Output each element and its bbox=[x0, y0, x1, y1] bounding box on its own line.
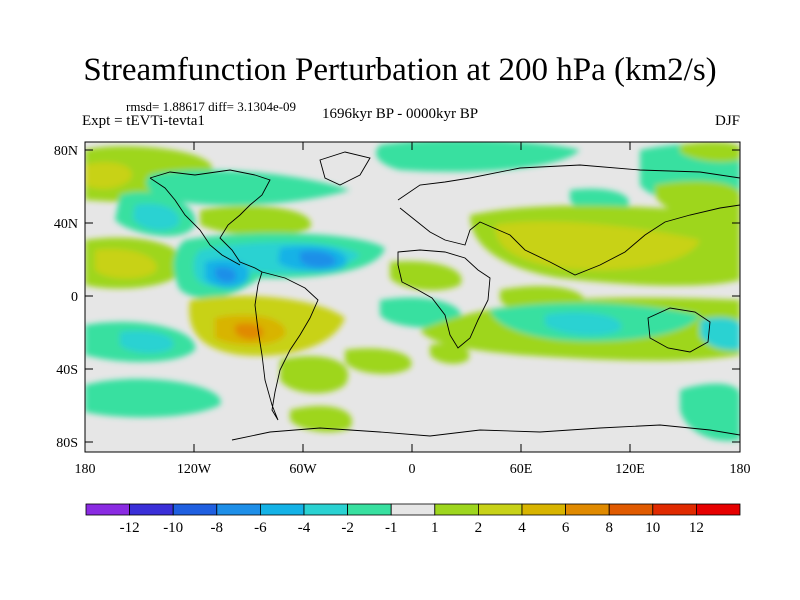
colorbar-swatch bbox=[434, 503, 479, 516]
colorbar-labels: -12 -10 -8 -6 -4 -2 -1 1 2 4 6 8 10 12 bbox=[120, 520, 704, 536]
stats-text: rmsd= 1.88617 diff= 3.1304e-09 bbox=[126, 99, 297, 114]
colorbar-label: -10 bbox=[163, 520, 183, 536]
colorbar-label: 2 bbox=[475, 520, 483, 536]
lat-label: 40S bbox=[56, 363, 78, 378]
coastline-australia bbox=[647, 307, 711, 353]
period-label: 1696kyr BP - 0000kyr BP bbox=[322, 106, 479, 122]
contour-region bbox=[680, 383, 740, 441]
colorbar-swatch bbox=[608, 503, 654, 516]
contour-region bbox=[120, 330, 174, 354]
colorbar-label: 10 bbox=[645, 520, 660, 536]
contour-region bbox=[235, 323, 264, 340]
contour-region bbox=[95, 248, 157, 279]
contour-region bbox=[680, 142, 740, 163]
coastline-north-america-west bbox=[149, 177, 241, 266]
coastline-eurasia-south bbox=[399, 204, 740, 276]
contour-region bbox=[430, 343, 470, 364]
colorbar-label: -1 bbox=[385, 520, 398, 536]
colorbar-swatch bbox=[347, 503, 392, 516]
colorbar-swatch bbox=[390, 503, 436, 516]
lon-label: 60E bbox=[510, 462, 533, 477]
contour-region bbox=[146, 170, 350, 206]
contour-region bbox=[300, 250, 336, 268]
lat-label: 40N bbox=[54, 217, 78, 232]
contour-region bbox=[280, 356, 349, 394]
coastlines bbox=[149, 151, 740, 441]
coastline-north-america bbox=[149, 169, 271, 273]
coastline-greenland bbox=[319, 151, 371, 186]
colorbar-swatch bbox=[565, 503, 610, 516]
contour-region bbox=[345, 348, 412, 374]
coastline-eurasia-north bbox=[397, 164, 740, 201]
contour-region bbox=[290, 406, 352, 433]
season-label: DJF bbox=[714, 113, 740, 129]
experiment-label: Expt = tEVTi-tevta1 bbox=[82, 113, 205, 129]
colorbar-label: -8 bbox=[211, 520, 224, 536]
contour-region bbox=[85, 162, 132, 189]
colorbar-swatch bbox=[303, 503, 348, 516]
colorbar bbox=[85, 503, 741, 516]
contour-region bbox=[85, 378, 221, 418]
contour-region bbox=[200, 205, 311, 236]
colorbar-swatch bbox=[129, 503, 174, 516]
colorbar-swatch bbox=[216, 503, 261, 516]
lon-label: 180 bbox=[730, 462, 751, 477]
contour-region bbox=[390, 261, 462, 291]
lat-label: 0 bbox=[71, 290, 78, 305]
colorbar-label: 4 bbox=[518, 520, 526, 536]
colorbar-swatch bbox=[652, 503, 697, 516]
lat-label: 80S bbox=[56, 436, 78, 451]
colorbar-label: -6 bbox=[254, 520, 267, 536]
lon-label: 120E bbox=[615, 462, 645, 477]
colorbar-swatch bbox=[259, 503, 305, 516]
lon-label: 60W bbox=[289, 462, 317, 477]
colorbar-swatch bbox=[521, 503, 566, 516]
colorbar-label: 1 bbox=[431, 520, 439, 536]
plot-title: Streamfunction Perturbation at 200 hPa (… bbox=[83, 52, 717, 88]
colorbar-swatch bbox=[696, 503, 741, 516]
lon-label: 0 bbox=[409, 462, 416, 477]
colorbar-label: 8 bbox=[605, 520, 613, 536]
contour-region bbox=[380, 297, 462, 328]
lon-label: 180 bbox=[75, 462, 96, 477]
contour-region bbox=[133, 203, 180, 231]
colorbar-label: 6 bbox=[562, 520, 570, 536]
colorbar-swatch bbox=[85, 503, 130, 516]
lat-label: 80N bbox=[54, 144, 78, 159]
colorbar-label: -4 bbox=[298, 520, 311, 536]
lon-label: 120W bbox=[177, 462, 212, 477]
coastline-south-america bbox=[254, 271, 319, 421]
colorbar-swatch bbox=[172, 503, 218, 516]
lon-tick-marks bbox=[193, 142, 631, 452]
colorbar-swatch bbox=[477, 503, 523, 516]
colorbar-label: 12 bbox=[689, 520, 704, 536]
contour-region bbox=[376, 142, 580, 172]
colorbar-label: -12 bbox=[120, 520, 140, 536]
contour-region bbox=[545, 312, 622, 336]
colorbar-label: -2 bbox=[341, 520, 354, 536]
contour-field bbox=[85, 142, 740, 452]
contour-region bbox=[215, 267, 237, 283]
coastline-antarctica bbox=[231, 424, 740, 441]
contour-region bbox=[495, 221, 700, 271]
coastline-africa bbox=[397, 249, 491, 349]
lat-tick-marks bbox=[85, 149, 740, 443]
